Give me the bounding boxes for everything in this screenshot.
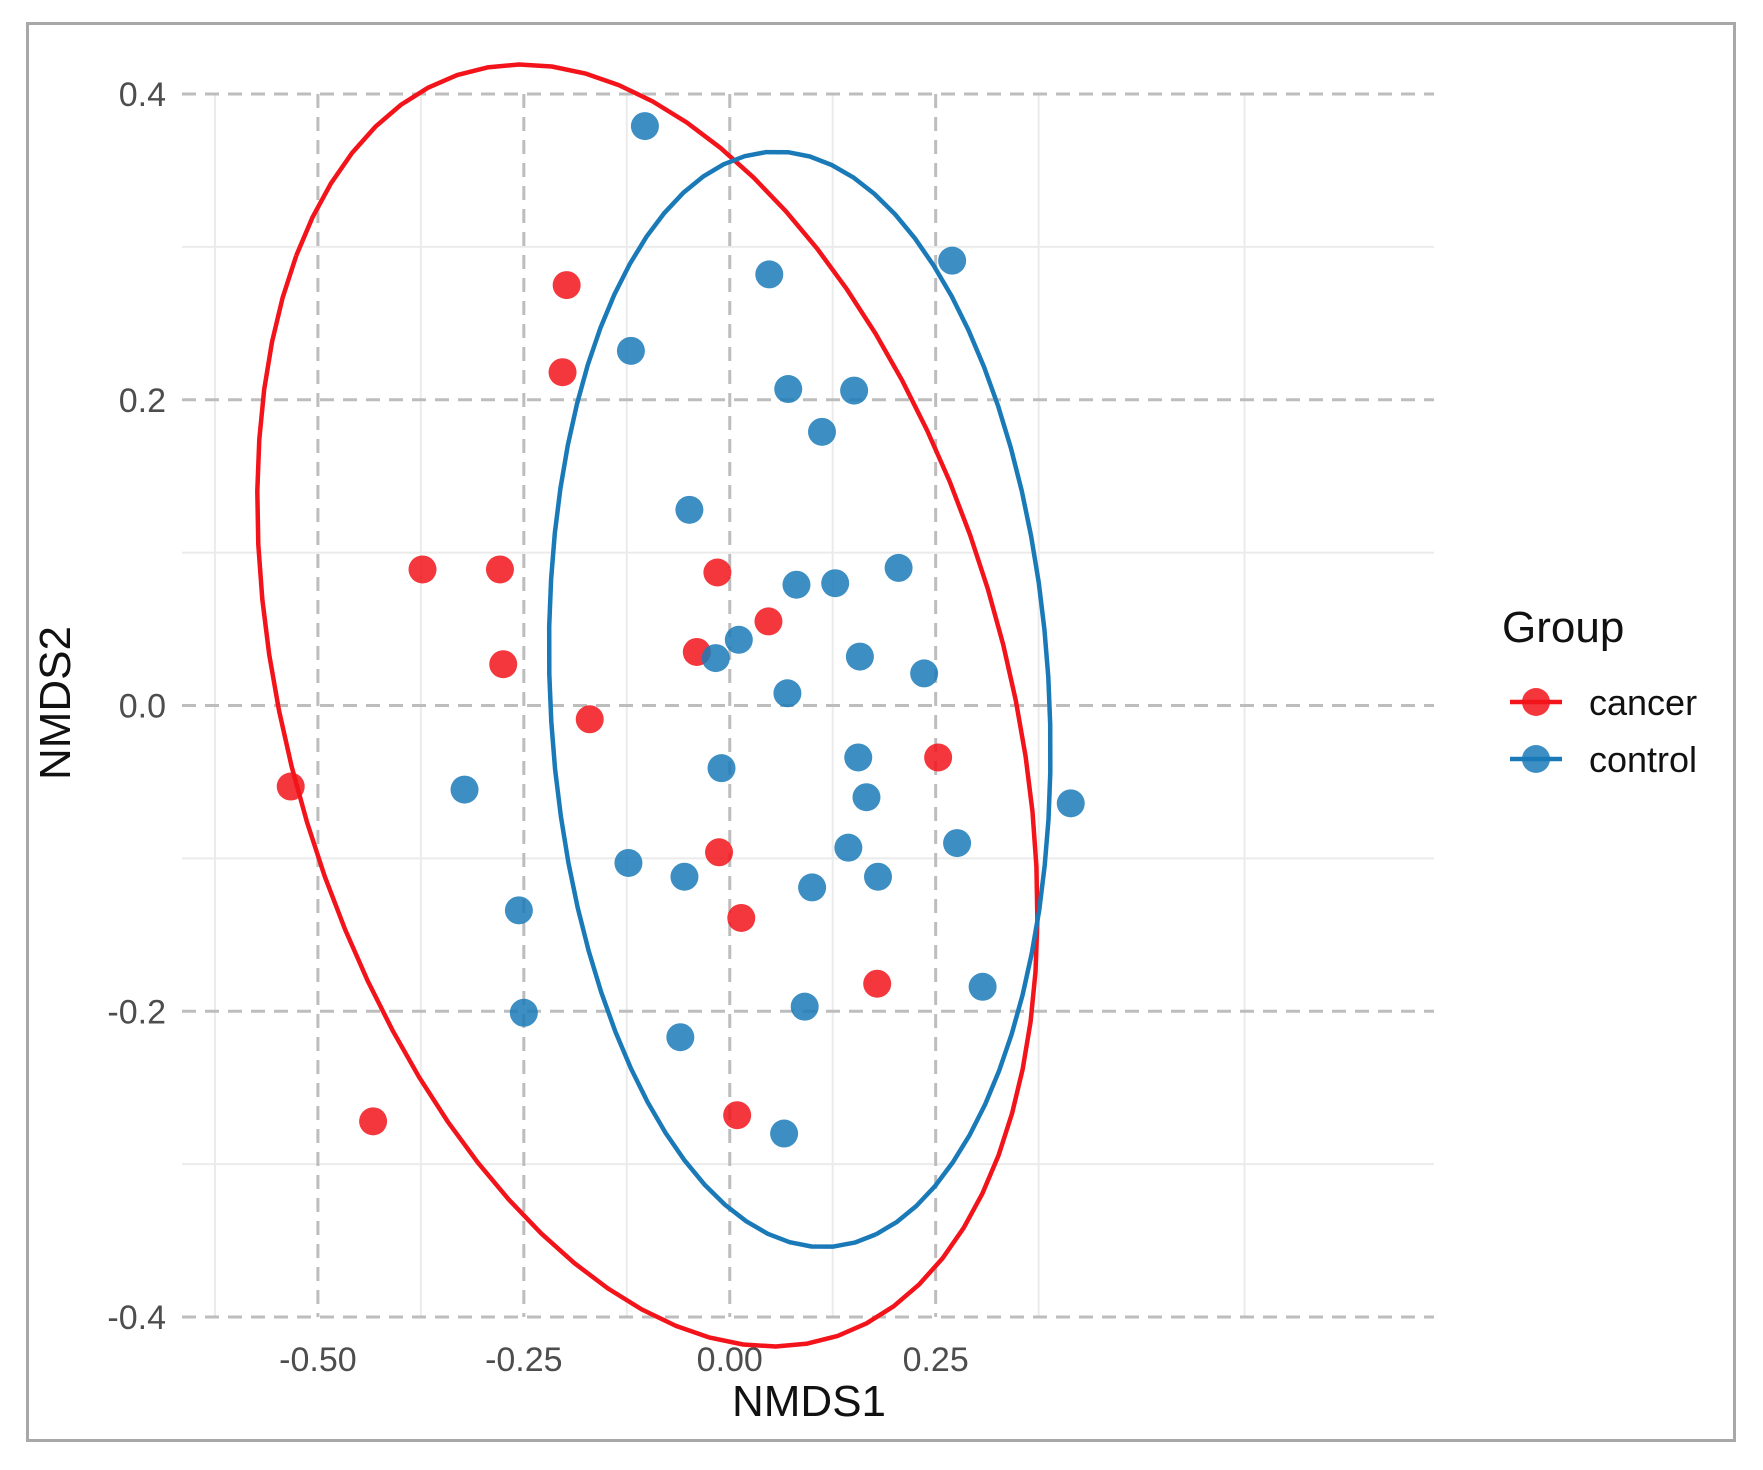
control-point — [774, 375, 803, 404]
cancer-point — [754, 607, 783, 636]
y-tick-label: 0.0 — [119, 688, 166, 726]
legend-label: cancer — [1589, 682, 1697, 723]
control-ellipse — [546, 149, 1053, 1249]
x-tick-label: -0.25 — [485, 1341, 563, 1379]
legend-key-dot — [1522, 745, 1550, 773]
control-point — [450, 775, 479, 804]
cancer-ellipse — [255, 62, 1040, 1349]
x-axis-ticks: -0.50 -0.25 0.00 0.25 — [279, 1341, 969, 1379]
control-point — [844, 743, 873, 772]
cancer-point — [485, 555, 514, 584]
x-tick-label: 0.00 — [697, 1341, 763, 1379]
legend: Group cancer control — [1502, 603, 1697, 780]
y-tick-label: 0.4 — [119, 76, 166, 114]
control-point — [675, 495, 704, 524]
control-point — [834, 833, 863, 862]
cancer-point — [552, 271, 581, 300]
y-tick-label: -0.2 — [107, 993, 166, 1031]
control-point — [630, 112, 659, 141]
legend-key-dot — [1522, 688, 1550, 716]
cancer-point — [489, 650, 518, 679]
control-point — [509, 998, 538, 1027]
cancer-point — [548, 358, 577, 387]
legend-item-cancer: cancer — [1510, 682, 1697, 723]
control-point — [701, 644, 730, 673]
confidence-ellipses — [255, 62, 1053, 1349]
cancer-point — [276, 772, 305, 801]
cancer-point — [924, 743, 953, 772]
x-tick-label: -0.50 — [279, 1341, 357, 1379]
legend-title: Group — [1502, 603, 1624, 652]
control-point — [884, 553, 913, 582]
control-point — [808, 417, 837, 446]
grid — [182, 92, 1434, 1319]
control-point — [504, 896, 533, 925]
legend-label: control — [1589, 739, 1697, 780]
control-point — [755, 260, 784, 289]
control-point — [798, 873, 827, 902]
control-point — [770, 1119, 799, 1148]
cancer-point — [359, 1107, 388, 1136]
x-axis-title: NMDS1 — [732, 1377, 886, 1426]
control-point — [1056, 789, 1085, 818]
control-point — [968, 972, 997, 1001]
chart-frame — [26, 22, 1736, 1442]
y-tick-label: -0.4 — [107, 1299, 166, 1337]
cancer-point — [863, 969, 892, 998]
control-point — [910, 659, 939, 688]
y-tick-label: 0.2 — [119, 382, 166, 420]
control-point — [840, 376, 869, 405]
control-point — [821, 569, 850, 598]
control-point — [938, 246, 967, 275]
cancer-point — [575, 705, 604, 734]
control-point — [852, 783, 881, 812]
control-point — [670, 862, 699, 891]
x-tick-label: 0.25 — [903, 1341, 969, 1379]
cancer-point — [723, 1101, 752, 1130]
control-point — [724, 625, 753, 654]
control-point — [943, 829, 972, 858]
control-point — [614, 848, 643, 877]
control-point — [773, 679, 802, 708]
cancer-point — [705, 838, 734, 867]
y-axis-title: NMDS2 — [31, 626, 80, 780]
control-point — [845, 642, 874, 671]
control-point — [790, 992, 819, 1021]
control-point — [707, 754, 736, 783]
y-axis-ticks: 0.4 0.2 0.0 -0.2 -0.4 — [107, 76, 166, 1337]
control-point — [782, 570, 811, 599]
legend-items: cancer control — [1510, 682, 1697, 780]
data-points — [276, 112, 1085, 1148]
cancer-point — [727, 903, 756, 932]
legend-item-control: control — [1510, 739, 1697, 780]
control-point — [864, 862, 893, 891]
control-point — [666, 1023, 695, 1052]
cancer-point — [703, 558, 732, 587]
cancer-point — [408, 555, 437, 584]
control-point — [616, 336, 645, 365]
